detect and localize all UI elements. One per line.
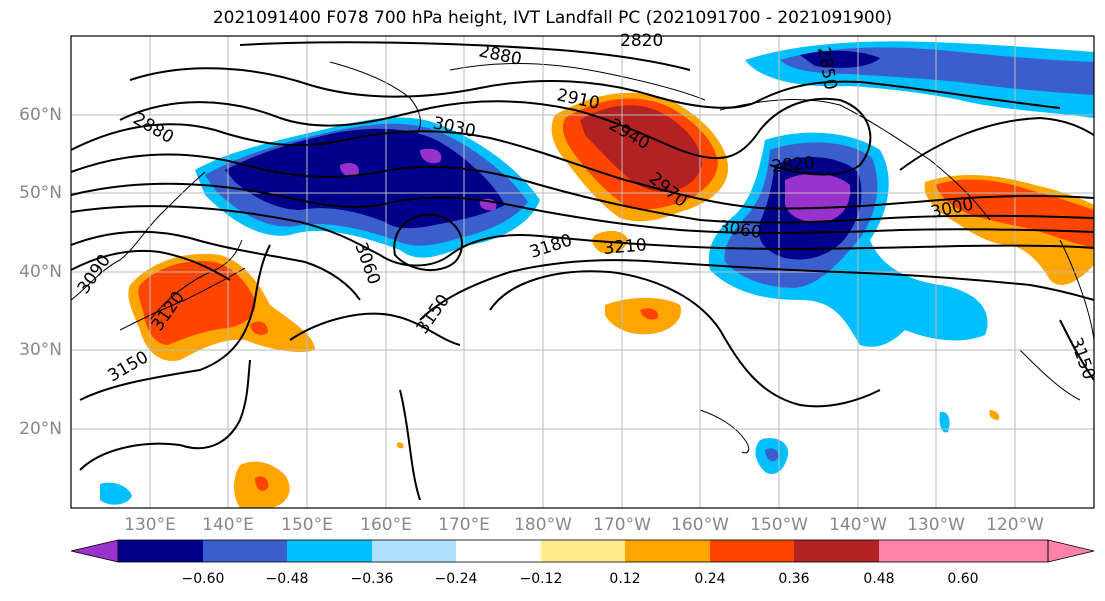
colorbar-low-extend [70,539,119,563]
colorbar [70,539,1095,563]
colorbar-frame [117,539,1049,563]
colorbar-tick-label: 0.24 [694,571,726,587]
colorbar-tick-label: 0.12 [609,571,641,587]
colorbar-tick-label: −0.48 [265,571,309,587]
map-title: 2021091400 F078 700 hPa height, IVT Land… [212,8,893,28]
colorbar-segment [118,540,203,562]
lat-label: 40°N [19,262,62,282]
colorbar-tick-label: −0.12 [519,571,563,587]
lat-label: 60°N [19,105,62,125]
colorbar-tick-label: 0.36 [778,571,810,587]
colorbar-segment [541,540,625,562]
colorbar-segment [794,540,879,562]
lon-label: 180°W [514,515,572,535]
lon-label: 170°W [593,515,651,535]
colorbar-segment [879,540,963,562]
map-frame [70,35,1095,509]
colorbar-segment [203,540,287,562]
colorbar-segment [710,540,794,562]
contour-label: 2820 [771,153,816,177]
colorbar-tick-label: −0.24 [434,571,478,587]
colorbar-tick-label: −0.60 [181,571,225,587]
colorbar-segment [456,540,541,562]
lon-label: 120°W [986,515,1044,535]
map-area [71,36,1094,508]
colorbar-tick-label: 0.60 [947,571,979,587]
contour-label: 3210 [603,235,648,259]
colorbar-segment [287,540,372,562]
lon-label: 140°W [829,515,887,535]
lon-label: 130°E [124,515,176,535]
lon-label: 140°E [202,515,254,535]
contour-label: 2820 [620,31,663,51]
coastlines [71,61,1094,454]
colorbar-segment [963,540,1048,562]
graticule [71,36,1094,508]
colorbar-segment [625,540,710,562]
colorbar-segment [372,540,456,562]
lat-label: 50°N [19,183,62,203]
lat-label: 30°N [19,340,62,360]
lat-label: 20°N [19,419,62,439]
lon-label: 130°W [907,515,965,535]
colorbar-high-extend [1047,539,1095,563]
lon-label: 150°E [281,515,333,535]
colorbar-tick-label: 0.48 [863,571,895,587]
lon-label: 160°W [671,515,729,535]
height-contours [71,41,1094,501]
lon-label: 160°E [360,515,412,535]
lon-label: 170°E [438,515,490,535]
lon-label: 150°W [750,515,808,535]
colorbar-tick-label: −0.36 [350,571,394,587]
